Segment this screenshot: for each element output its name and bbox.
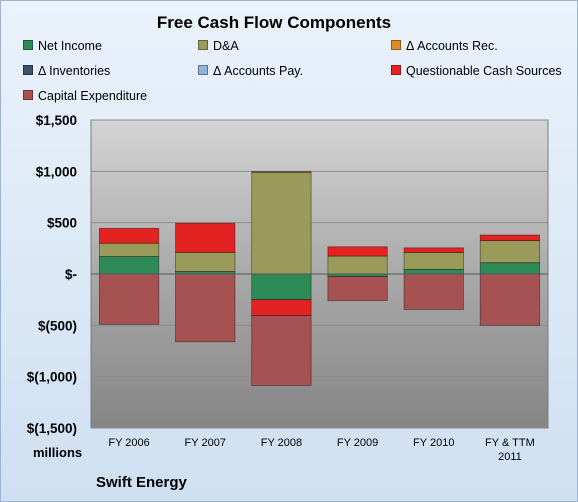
- y-tick-label: $1,500: [36, 113, 77, 128]
- bar-segment: [403, 273, 464, 310]
- legend-item: Questionable Cash Sources: [391, 64, 562, 78]
- y-tick-label: $-: [65, 267, 77, 282]
- y-tick-label: $500: [47, 216, 77, 231]
- legend-swatch: [391, 40, 401, 50]
- bar-segment: [327, 276, 388, 302]
- x-tick-label: FY 2010: [413, 437, 454, 449]
- bar-segment: [479, 273, 541, 326]
- legend-swatch: [23, 40, 33, 50]
- y-tick-label: $(1,000): [27, 370, 77, 385]
- y-tick-label: $(500): [38, 318, 77, 333]
- legend-label: Questionable Cash Sources: [406, 64, 562, 78]
- legend-label: Δ Accounts Rec.: [406, 39, 498, 53]
- bar-segment: [403, 252, 464, 270]
- x-tick-label: FY 2006: [108, 437, 149, 449]
- bar-segment: [403, 268, 464, 275]
- x-tick-label: 2011: [498, 451, 522, 463]
- company-name: Swift Energy: [96, 474, 187, 491]
- legend-label: Δ Accounts Pay.: [213, 64, 304, 78]
- bar-segment: [98, 256, 160, 275]
- x-tick-label: FY 2009: [337, 437, 378, 449]
- legend-label: Net Income: [38, 39, 102, 53]
- bar-segment: [251, 171, 312, 275]
- y-tick-label: $(1,500): [27, 421, 77, 436]
- legend-swatch: [198, 40, 208, 50]
- bar-segment: [479, 234, 541, 242]
- bar-segment: [403, 247, 464, 253]
- bar-segment: [251, 315, 312, 386]
- legend-label: Capital Expenditure: [38, 89, 148, 103]
- legend-swatch: [23, 90, 33, 100]
- legend-swatch: [391, 65, 401, 75]
- bar-segment: [175, 222, 236, 253]
- bar-segment: [98, 273, 160, 325]
- legend-item: Net Income: [23, 39, 102, 53]
- bar-segment: [175, 273, 236, 343]
- bar-segment: [327, 255, 388, 275]
- legend-item: Δ Accounts Pay.: [198, 64, 303, 78]
- bar-segment: [98, 227, 160, 244]
- legend-swatch: [198, 65, 208, 75]
- legend-label: Δ Inventories: [38, 64, 111, 78]
- legend-item: Capital Expenditure: [23, 89, 147, 103]
- bar-segment: [327, 246, 388, 257]
- bar-segment: [251, 273, 312, 301]
- legend-item: Δ Accounts Rec.: [391, 39, 498, 53]
- bar-segment: [479, 262, 541, 275]
- bar-segment: [251, 299, 312, 316]
- units-label: millions: [33, 445, 83, 460]
- chart-title: Free Cash Flow Components: [156, 13, 392, 32]
- legend-label: D&A: [213, 39, 239, 53]
- legend-swatch: [23, 65, 33, 75]
- x-tick-label: FY & TTM: [485, 437, 535, 449]
- legend-item: D&A: [198, 39, 239, 53]
- y-tick-label: $1,000: [36, 164, 77, 179]
- bar-segment: [251, 171, 312, 173]
- bar-segment: [175, 252, 236, 272]
- legend-item: Δ Inventories: [23, 64, 110, 78]
- bar-segment: [98, 242, 160, 257]
- x-tick-label: FY 2007: [185, 437, 226, 449]
- bar-segment: [479, 240, 541, 264]
- x-tick-label: FY 2008: [261, 437, 302, 449]
